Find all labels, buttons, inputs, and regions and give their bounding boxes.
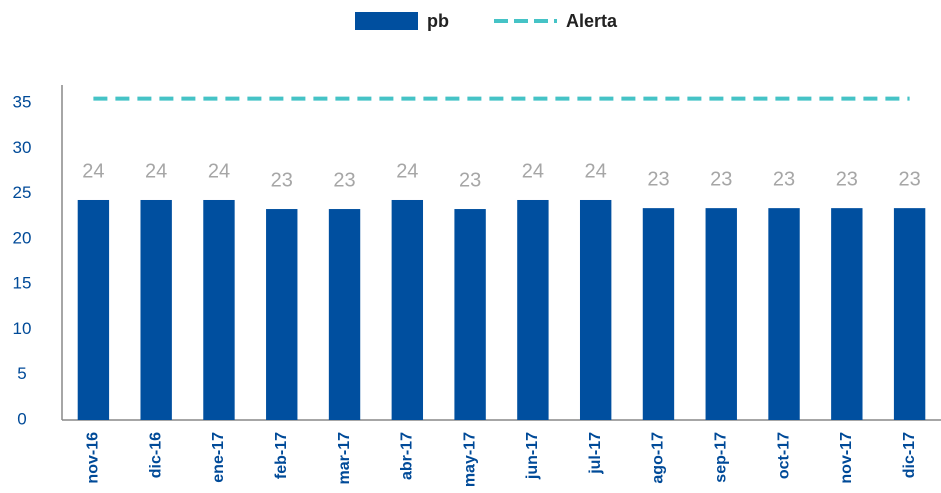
bar [140,199,172,420]
bar [579,199,612,420]
x-tick-label: feb-17 [273,432,290,479]
y-tick-label: 30 [13,138,32,157]
x-tick-label: dic-17 [901,432,918,478]
x-tick-label: nov-17 [838,432,855,484]
x-tick-label: sep-17 [712,432,729,483]
value-label: 24 [208,160,230,182]
bar [705,208,737,420]
y-tick-label: 5 [17,364,26,383]
y-tick-label: 15 [13,274,32,293]
value-label: 24 [396,160,418,182]
bar [768,208,800,420]
value-label: 24 [82,160,104,182]
y-tick-label: 35 [13,93,32,112]
value-label: 23 [459,169,481,191]
legend-label: Alerta [566,11,618,31]
value-label: 23 [710,168,732,190]
x-tick-label: jun-17 [524,432,541,480]
y-tick-label: 0 [17,409,26,428]
value-label: 23 [333,169,355,191]
x-tick-label: jul-17 [587,432,604,475]
bar [77,199,110,420]
bar [454,209,486,420]
bar [893,208,926,420]
value-label: 23 [836,168,858,190]
bar [391,199,424,420]
bar [642,208,675,420]
y-tick-label: 10 [13,319,32,338]
bar [517,199,549,420]
x-tick-label: abr-17 [399,432,416,480]
bar [203,199,235,420]
value-label: 23 [773,168,795,190]
bar [831,208,863,420]
value-label: 24 [522,160,544,182]
value-label: 23 [647,168,669,190]
x-tick-label: dic-16 [147,432,164,478]
y-tick-label: 20 [13,228,32,247]
x-tick-label: oct-17 [775,432,792,479]
x-tick-label: may-17 [461,432,478,487]
x-tick-label: nov-16 [85,432,102,484]
value-label: 24 [145,160,167,182]
value-label: 23 [898,168,920,190]
value-label: 23 [271,169,293,191]
x-tick-label: ene-17 [210,432,227,483]
x-tick-label: mar-17 [336,432,353,485]
value-label: 24 [585,160,607,182]
x-tick-label: ago-17 [650,432,667,484]
bar [328,209,361,420]
legend-label: pb [427,11,449,31]
bar [266,209,298,420]
y-tick-label: 25 [13,183,32,202]
legend-swatch [355,12,418,30]
